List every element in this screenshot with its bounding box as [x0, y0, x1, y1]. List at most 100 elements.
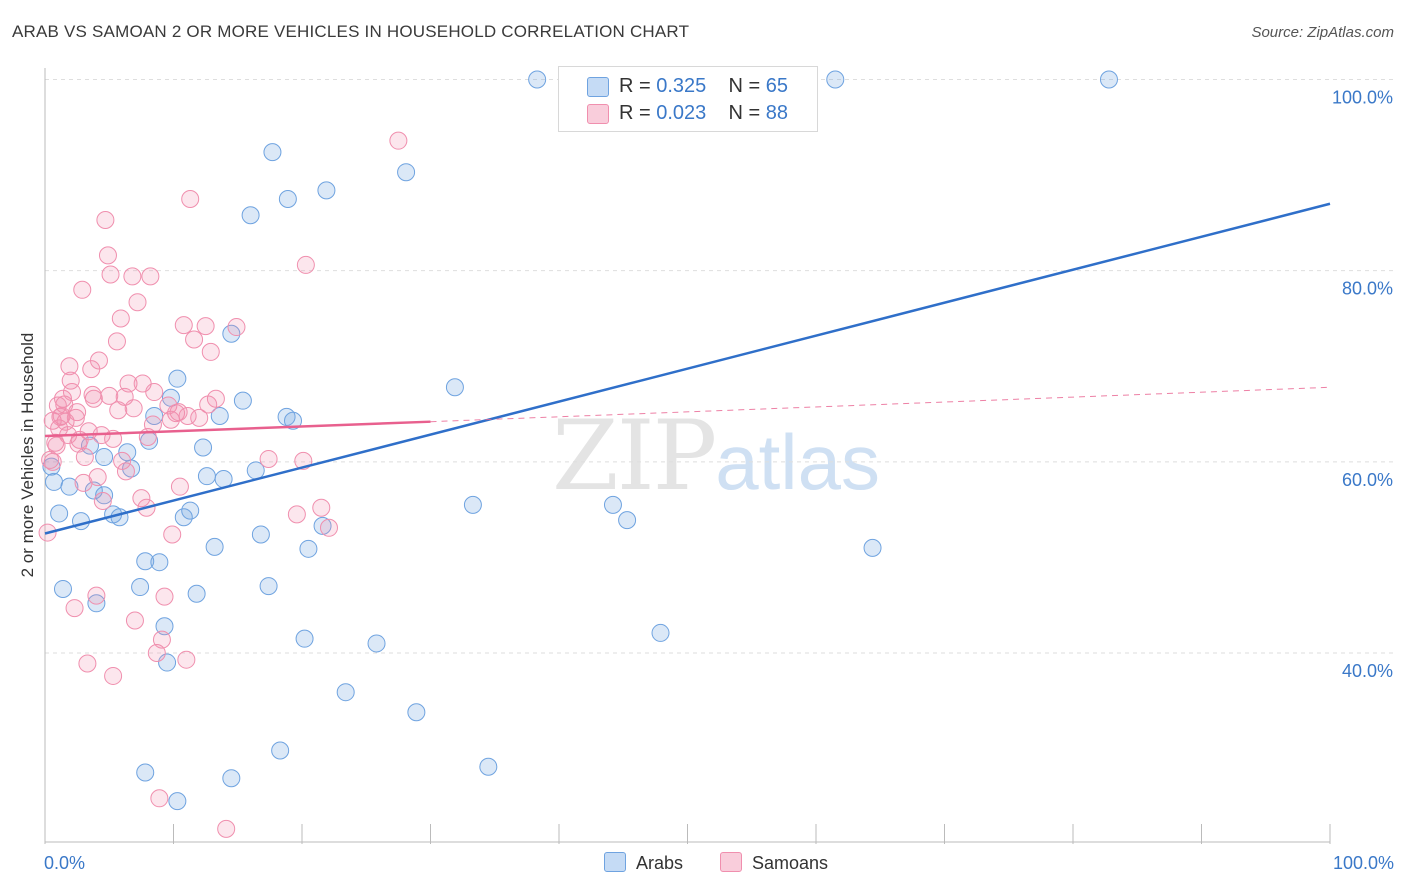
point-samoans [61, 371, 80, 390]
point-samoans [104, 666, 123, 685]
point-samoans [169, 403, 188, 422]
point-samoans [259, 449, 278, 468]
bottom-legend-label-arabs: Arabs [636, 853, 684, 873]
point-arabs [80, 436, 99, 455]
point-samoans [132, 489, 151, 508]
bottom-legend-arabs: Arabs [604, 852, 683, 874]
y-tick-label: 60.0% [1342, 470, 1393, 490]
legend-arabs-r-value: 0.325 [656, 75, 707, 97]
point-samoans [111, 309, 130, 328]
point-arabs [222, 769, 241, 788]
point-arabs [299, 539, 318, 558]
point-arabs [271, 741, 290, 760]
point-arabs [53, 579, 72, 598]
chart-title: ARAB VS SAMOAN 2 OR MORE VEHICLES IN HOU… [12, 22, 690, 41]
x-tick-left: 0.0% [44, 853, 86, 873]
legend-samoans-r-value: 0.023 [656, 102, 707, 124]
point-arabs [60, 477, 79, 496]
point-samoans [181, 189, 200, 208]
point-arabs [50, 504, 69, 523]
point-samoans [60, 357, 79, 376]
point-samoans [159, 396, 178, 415]
point-samoans [125, 611, 144, 630]
legend-samoans-n-value: 88 [765, 102, 789, 124]
point-samoans [47, 436, 66, 455]
point-samoans [43, 452, 62, 471]
point-samoans [312, 498, 331, 517]
y-tick-label: 80.0% [1342, 279, 1393, 299]
point-arabs [463, 495, 482, 514]
point-samoans [319, 518, 338, 537]
point-samoans [100, 386, 119, 405]
y-tick-label: 100.0% [1332, 88, 1393, 108]
point-arabs [197, 467, 216, 486]
point-samoans [65, 599, 84, 618]
point-arabs [136, 763, 155, 782]
point-arabs [259, 577, 278, 596]
point-arabs [87, 594, 106, 613]
point-samoans [96, 211, 115, 230]
point-samoans [87, 586, 106, 605]
point-samoans [196, 317, 215, 336]
point-arabs [122, 459, 141, 478]
point-samoans [141, 267, 160, 286]
legend-arabs-r-label: R = [619, 75, 657, 97]
point-samoans [123, 267, 142, 286]
point-samoans [78, 654, 97, 673]
x-tick-right: 100.0% [1332, 853, 1394, 873]
point-arabs [528, 70, 547, 89]
point-arabs [317, 181, 336, 200]
point-arabs [155, 617, 174, 636]
point-samoans [178, 406, 197, 425]
watermark-main: ZIP [552, 400, 717, 512]
point-arabs [181, 501, 200, 520]
legend-samoans-n-label: N = [728, 102, 766, 124]
point-arabs [367, 634, 386, 653]
point-arabs [863, 538, 882, 557]
point-arabs [44, 472, 63, 491]
point-arabs [233, 391, 252, 410]
point-samoans [50, 419, 69, 438]
point-arabs [168, 369, 187, 388]
point-arabs [618, 511, 637, 530]
point-arabs [313, 516, 332, 535]
point-samoans [109, 401, 128, 420]
bottom-legend-swatch-arabs [604, 852, 626, 872]
point-arabs [95, 448, 114, 467]
point-samoans [161, 410, 180, 429]
point-arabs [194, 438, 213, 457]
point-samoans [152, 630, 171, 649]
point-samoans [296, 255, 315, 274]
point-arabs [284, 411, 303, 430]
point-samoans [83, 385, 102, 404]
point-samoans [190, 408, 209, 427]
point-samoans [217, 819, 236, 838]
point-samoans [201, 342, 220, 361]
point-arabs [1099, 70, 1118, 89]
point-samoans [113, 451, 132, 470]
point-samoans [55, 395, 74, 414]
point-arabs [136, 552, 155, 571]
point-samoans [163, 525, 182, 544]
point-arabs [263, 143, 282, 162]
legend-arabs-n-value: 65 [765, 75, 789, 97]
watermark: ZIPatlas [552, 400, 880, 512]
point-arabs [251, 525, 270, 544]
point-samoans [150, 789, 169, 808]
point-arabs [651, 623, 670, 642]
legend-arabs-n-label: N = [728, 75, 766, 97]
bottom-legend-samoans: Samoans [720, 852, 828, 874]
legend: R = 0.325 N = 65 R = 0.023 N = 88 [558, 66, 818, 132]
point-samoans [107, 332, 126, 351]
point-samoans [74, 473, 93, 492]
point-arabs [603, 495, 622, 514]
point-samoans [66, 408, 85, 427]
point-arabs [210, 406, 229, 425]
point-samoans [128, 293, 147, 312]
point-samoans [174, 316, 193, 335]
trend-line-samoans [430, 386, 1331, 423]
point-arabs [95, 486, 114, 505]
point-arabs [110, 508, 129, 527]
point-arabs [336, 683, 355, 702]
point-arabs [295, 629, 314, 648]
